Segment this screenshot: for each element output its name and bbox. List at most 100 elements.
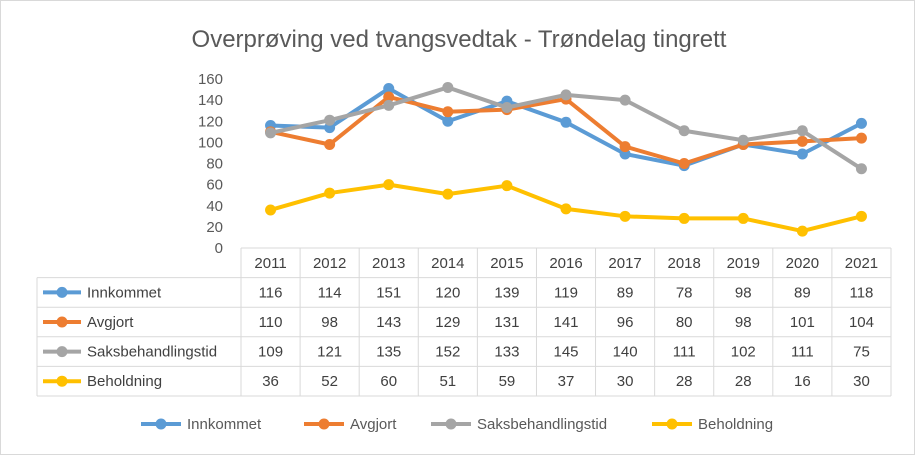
- data-point: [855, 210, 867, 222]
- table-cell-value: 98: [321, 314, 338, 331]
- table-cell-value: 30: [617, 373, 634, 390]
- table-cell-value: 114: [318, 284, 342, 301]
- table-cell-value: 28: [735, 373, 752, 390]
- table-cell-value: 116: [259, 284, 283, 301]
- table-cell-value: 111: [673, 344, 696, 361]
- y-tick-label: 140: [198, 92, 223, 109]
- table-cell-value: 51: [439, 373, 456, 390]
- data-point: [383, 99, 395, 111]
- y-tick-label: 40: [206, 198, 223, 215]
- legend-label: Saksbehandlingstid: [477, 416, 607, 433]
- data-point: [442, 115, 454, 127]
- data-point: [324, 138, 336, 150]
- y-tick-label: 160: [198, 71, 223, 88]
- data-point: [619, 94, 631, 106]
- table-cell-value: 102: [731, 344, 756, 361]
- table-cell-value: 37: [558, 373, 575, 390]
- data-point: [265, 127, 277, 139]
- table-cell-value: 89: [617, 284, 634, 301]
- table-cell-value: 36: [262, 373, 279, 390]
- data-point: [855, 163, 867, 175]
- x-tick-label: 2013: [372, 255, 405, 272]
- data-point: [324, 114, 336, 126]
- data-point: [796, 125, 808, 137]
- table-cell-value: 129: [435, 314, 460, 331]
- table-cell-value: 89: [794, 284, 811, 301]
- table-cell-value: 145: [553, 344, 578, 361]
- table-legend-key-marker: [56, 316, 68, 328]
- x-tick-label: 2019: [727, 255, 760, 272]
- data-point: [560, 203, 572, 215]
- table-row-label: Innkommet: [87, 284, 162, 301]
- chart-title: Overprøving ved tvangsvedtak - Trøndelag…: [192, 26, 727, 53]
- table-cell-value: 104: [849, 314, 874, 331]
- x-tick-label: 2021: [845, 255, 878, 272]
- legend: Innkommet Avgjort Saksbehandlingstid Behold…: [141, 416, 773, 433]
- data-point: [501, 180, 513, 192]
- data-point: [737, 134, 749, 146]
- table-cell-value: 133: [494, 344, 519, 361]
- y-tick-label: 120: [198, 113, 223, 130]
- data-point: [442, 81, 454, 93]
- y-tick-label: 0: [215, 240, 223, 257]
- x-tick-label: 2017: [608, 255, 641, 272]
- legend-label: Innkommet: [187, 416, 262, 433]
- table-cell-value: 143: [376, 314, 401, 331]
- x-tick-label: 2020: [786, 255, 819, 272]
- table-cell-value: 118: [849, 284, 873, 301]
- table-cell-value: 80: [676, 314, 693, 331]
- data-point: [442, 106, 454, 118]
- table-row-label: Beholdning: [87, 373, 162, 390]
- table-legend-key-marker: [56, 346, 68, 358]
- legend-key-marker: [318, 418, 330, 430]
- table-cell-value: 59: [499, 373, 516, 390]
- data-table: 2011 2012 2013 2014 2015 2016 2017 2018 2019 2020…: [36, 247, 892, 397]
- legend-key-marker: [666, 418, 678, 430]
- data-point: [501, 102, 513, 114]
- table-cell-value: 78: [676, 284, 693, 301]
- data-point: [619, 141, 631, 153]
- x-tick-label: 2014: [431, 255, 464, 272]
- table-cell-value: 152: [435, 344, 460, 361]
- table-cell-value: 111: [791, 344, 814, 361]
- x-tick-label: 2016: [549, 255, 582, 272]
- table-cell-value: 135: [376, 344, 401, 361]
- data-point: [796, 148, 808, 160]
- table-cell-value: 110: [259, 314, 283, 331]
- table-cell-value: 96: [617, 314, 634, 331]
- table-cell-value: 98: [735, 314, 752, 331]
- x-tick-label: 2012: [313, 255, 346, 272]
- data-point: [678, 158, 690, 169]
- table-cell-value: 60: [380, 373, 397, 390]
- y-tick-label: 80: [206, 156, 223, 173]
- table-cell-value: 151: [376, 284, 401, 301]
- data-point: [737, 212, 749, 224]
- x-tick-label: 2011: [254, 255, 286, 272]
- table-cell-value: 98: [735, 284, 752, 301]
- data-point: [383, 91, 395, 103]
- x-tick-label: 2018: [667, 255, 700, 272]
- table-cell-value: 101: [790, 314, 815, 331]
- data-point: [796, 135, 808, 147]
- table-cell-value: 141: [553, 314, 578, 331]
- table-row-label: Saksbehandlingstid: [87, 344, 217, 361]
- legend-key-marker: [155, 418, 167, 430]
- data-point: [383, 179, 395, 191]
- data-point: [442, 188, 454, 200]
- data-point: [560, 89, 572, 101]
- data-point: [619, 210, 631, 222]
- table-cell-value: 52: [321, 373, 338, 390]
- table-cell-value: 121: [317, 344, 342, 361]
- legend-label: Avgjort: [350, 416, 397, 433]
- data-point: [383, 83, 395, 95]
- y-axis: 0 20 40 60 80 100 120 140 160: [198, 71, 223, 257]
- table-cell-value: 140: [613, 344, 638, 361]
- data-point: [678, 125, 690, 137]
- x-tick-label: 2015: [490, 255, 523, 272]
- y-tick-label: 60: [206, 177, 223, 194]
- table-cell-value: 28: [676, 373, 693, 390]
- data-point: [855, 132, 867, 144]
- y-tick-label: 100: [198, 134, 223, 151]
